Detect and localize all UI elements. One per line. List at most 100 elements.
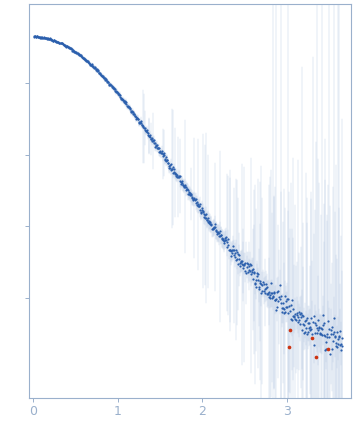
Point (327, 351, 333, 358)
Point (41, 34, 47, 41)
Point (306, 325, 312, 332)
Point (143, 127, 149, 134)
Point (188, 192, 194, 199)
Point (281, 305, 287, 312)
Point (325, 331, 330, 338)
Point (297, 310, 303, 317)
Point (319, 326, 325, 333)
Point (267, 291, 272, 298)
Point (80, 55, 86, 62)
Point (159, 150, 165, 157)
Point (38, 34, 44, 41)
Point (271, 289, 277, 296)
Point (57, 39, 62, 46)
Point (237, 263, 243, 270)
Point (310, 319, 316, 326)
Point (208, 221, 213, 228)
Point (189, 193, 195, 200)
Point (331, 315, 337, 322)
Point (265, 291, 271, 298)
Point (39, 34, 45, 41)
Point (217, 233, 223, 240)
Point (276, 298, 281, 305)
Point (90, 62, 95, 69)
Point (69, 46, 75, 53)
Point (93, 65, 98, 72)
Point (145, 130, 151, 137)
Point (240, 264, 246, 271)
Point (182, 182, 188, 189)
Point (332, 333, 338, 340)
Point (152, 139, 158, 146)
Point (96, 69, 102, 76)
Point (311, 341, 317, 348)
Point (139, 117, 144, 124)
Point (218, 232, 224, 239)
Point (312, 329, 318, 336)
Point (339, 335, 345, 342)
Point (216, 233, 222, 240)
Point (54, 38, 60, 45)
Point (219, 235, 225, 242)
Point (215, 230, 221, 237)
Point (37, 33, 43, 40)
Point (332, 333, 338, 340)
Point (333, 343, 339, 350)
Point (198, 209, 204, 216)
Point (187, 190, 193, 197)
Point (103, 76, 109, 83)
Point (84, 58, 90, 65)
Point (236, 250, 241, 257)
Point (128, 107, 134, 114)
Point (178, 178, 184, 185)
Point (127, 104, 132, 111)
Point (103, 76, 109, 83)
Point (235, 260, 241, 267)
Point (79, 54, 85, 61)
Point (146, 133, 151, 140)
Point (250, 266, 256, 273)
Point (186, 191, 192, 198)
Point (109, 82, 115, 89)
Point (79, 53, 84, 60)
Point (129, 108, 135, 115)
Point (83, 57, 89, 64)
Point (61, 41, 67, 48)
Point (156, 145, 162, 152)
Point (173, 170, 179, 177)
Point (328, 326, 334, 333)
Point (190, 195, 196, 202)
Point (151, 139, 157, 146)
Point (224, 243, 230, 250)
Point (295, 318, 301, 325)
Point (81, 55, 87, 62)
Point (210, 225, 216, 232)
Point (68, 45, 74, 52)
Point (76, 51, 81, 58)
Point (330, 331, 335, 338)
Point (270, 292, 276, 299)
Point (208, 222, 214, 229)
Point (314, 325, 320, 332)
Point (319, 331, 325, 338)
Point (55, 38, 61, 45)
Point (335, 336, 340, 343)
Point (324, 333, 330, 340)
Point (32, 33, 38, 40)
Point (313, 322, 319, 329)
Point (265, 289, 271, 296)
Point (134, 115, 139, 122)
Point (309, 335, 315, 342)
Point (329, 323, 335, 330)
Point (148, 135, 154, 142)
Point (213, 227, 218, 234)
Point (226, 236, 231, 243)
Point (227, 247, 232, 254)
Point (60, 41, 66, 48)
Point (216, 229, 222, 236)
Point (87, 60, 93, 67)
Point (140, 122, 146, 129)
Point (45, 35, 51, 42)
Point (303, 316, 309, 323)
Point (176, 172, 182, 179)
